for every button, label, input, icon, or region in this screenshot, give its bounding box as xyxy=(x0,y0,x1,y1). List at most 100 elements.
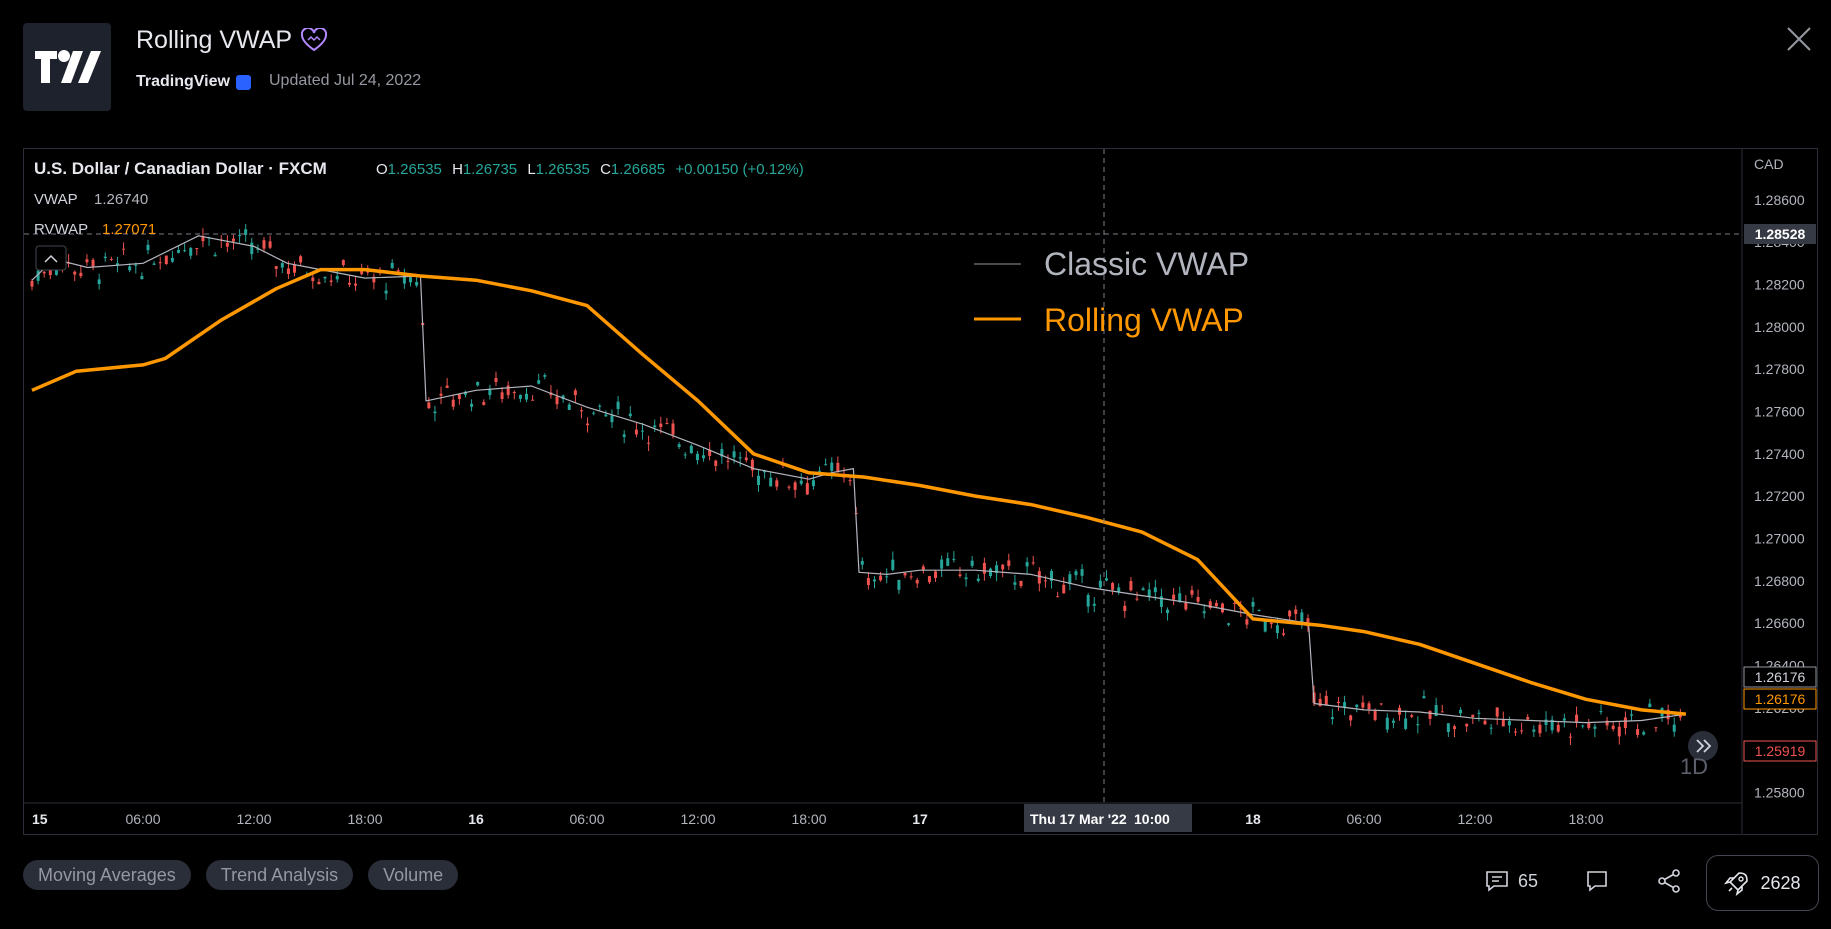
candle-body xyxy=(1166,609,1170,614)
candle-body xyxy=(433,411,437,414)
candle-body xyxy=(909,576,913,578)
candle-body xyxy=(647,442,651,444)
candle-body xyxy=(396,270,400,272)
boost-button[interactable]: 2628 xyxy=(1706,855,1819,911)
time-tick-label: 06:00 xyxy=(569,811,604,827)
candle-body xyxy=(1117,587,1121,592)
candle-body xyxy=(531,399,535,401)
candle-body xyxy=(1605,720,1609,726)
svg-text:1.26176: 1.26176 xyxy=(1755,669,1806,685)
candle-body xyxy=(1269,622,1273,625)
candle-body xyxy=(1324,695,1328,705)
speech-bubble-icon xyxy=(1587,871,1607,892)
candle-body xyxy=(1245,619,1249,625)
chevron-up-icon xyxy=(44,254,58,263)
candle-body xyxy=(470,403,474,407)
candle-body xyxy=(372,276,376,283)
candle-body xyxy=(1672,724,1676,732)
favorite-heart-icon[interactable] xyxy=(300,26,328,57)
candle-body xyxy=(1666,709,1670,720)
candle-body xyxy=(756,475,760,485)
candle-body xyxy=(1129,581,1133,591)
candle-body xyxy=(1336,701,1340,703)
rolling-vwap-line xyxy=(31,267,1687,716)
candle-body xyxy=(183,250,187,252)
comment-icon xyxy=(1486,871,1508,892)
tag-volume[interactable]: Volume xyxy=(368,860,459,890)
candle-body xyxy=(164,255,168,265)
price-tick-label: 1.27800 xyxy=(1754,361,1805,377)
candle-body xyxy=(1343,702,1347,707)
scroll-to-realtime-button[interactable] xyxy=(1688,731,1718,761)
candle-body xyxy=(1190,590,1194,595)
candle-body xyxy=(1294,609,1298,614)
candle-body xyxy=(1251,601,1255,607)
candle-body xyxy=(1654,727,1658,729)
collapse-legend-button[interactable] xyxy=(35,245,67,271)
vwap-indicator-name[interactable]: VWAP xyxy=(34,191,78,208)
candle-body xyxy=(463,391,467,395)
candle-body xyxy=(1282,633,1286,635)
candle-body xyxy=(1465,723,1469,727)
candle-body xyxy=(500,392,504,399)
crosshair-time-label: Thu 17 Mar '22 10:00 xyxy=(1024,804,1192,832)
candle-body xyxy=(903,572,907,576)
candle-body xyxy=(891,559,895,570)
chart-panel[interactable]: U.S. Dollar / Canadian Dollar · FXCM O1.… xyxy=(23,148,1818,835)
candle-body xyxy=(335,276,339,280)
price-chart[interactable]: U.S. Dollar / Canadian Dollar · FXCM O1.… xyxy=(24,149,1817,834)
candle-body xyxy=(1233,603,1237,605)
candle-body xyxy=(1275,625,1279,634)
candle-body xyxy=(1025,562,1029,567)
candle-body xyxy=(787,486,791,488)
currency-label: CAD xyxy=(1754,156,1784,172)
time-tick-label: 17 xyxy=(912,811,928,827)
candle-body xyxy=(598,405,602,407)
verified-badge-icon xyxy=(236,75,251,90)
price-tick-label: 1.26800 xyxy=(1754,573,1805,589)
candle-body xyxy=(36,270,40,281)
candle-body xyxy=(976,578,980,581)
author-name[interactable]: TradingView xyxy=(136,73,230,90)
candle-body xyxy=(860,560,864,565)
candle-body xyxy=(1159,596,1163,607)
candle-body xyxy=(48,268,52,276)
time-tick-label: 16 xyxy=(468,811,484,827)
comments-button[interactable]: 65 xyxy=(1484,869,1538,893)
candle-body xyxy=(775,480,779,487)
candle-body xyxy=(1123,605,1127,611)
crosshair-price-label: 1.28528 xyxy=(1744,224,1816,244)
close-icon[interactable] xyxy=(1786,26,1812,57)
rvwap-indicator-name[interactable]: RVWAP xyxy=(34,221,88,238)
last-price-label: 1.25919 xyxy=(1743,740,1817,762)
share-button[interactable] xyxy=(1656,868,1682,894)
candle-body xyxy=(231,238,235,242)
candle-body xyxy=(567,404,571,410)
candle-body xyxy=(1263,620,1267,632)
tag-trend-analysis[interactable]: Trend Analysis xyxy=(205,860,354,890)
time-tick-label: 18:00 xyxy=(791,811,826,827)
candle-body xyxy=(85,259,89,263)
candle-body xyxy=(354,283,358,286)
reply-button[interactable] xyxy=(1584,869,1610,893)
candle-body xyxy=(299,256,303,263)
candle-body xyxy=(1391,720,1395,723)
candle-body xyxy=(738,457,742,459)
candle-body xyxy=(1416,724,1420,726)
tradingview-logo[interactable] xyxy=(23,23,111,111)
candle-body xyxy=(1178,593,1182,602)
candle-body xyxy=(1147,589,1151,597)
candle-body xyxy=(579,410,583,412)
candle-body xyxy=(1043,580,1047,582)
candle-body xyxy=(708,449,712,456)
script-title: Rolling VWAP xyxy=(136,26,293,54)
candle-body xyxy=(934,571,938,578)
tag-moving-averages[interactable]: Moving Averages xyxy=(23,860,191,890)
time-tick-label: 18 xyxy=(1245,811,1261,827)
candle-body xyxy=(274,266,278,269)
candle-body xyxy=(1141,588,1145,591)
candle-body xyxy=(628,413,632,417)
candle-body xyxy=(317,281,321,285)
candle-body xyxy=(586,423,590,426)
footer-actions: 65 xyxy=(1480,855,1682,907)
